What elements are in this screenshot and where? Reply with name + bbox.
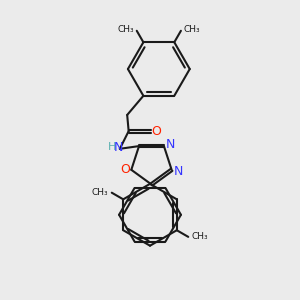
Text: N: N (114, 141, 123, 154)
Text: O: O (151, 124, 161, 138)
Text: CH₃: CH₃ (184, 25, 200, 34)
Text: CH₃: CH₃ (117, 25, 134, 34)
Text: CH₃: CH₃ (92, 188, 108, 197)
Text: CH₃: CH₃ (192, 232, 208, 242)
Text: H: H (108, 142, 117, 152)
Text: N: N (166, 138, 175, 151)
Text: O: O (120, 163, 130, 176)
Text: N: N (173, 165, 183, 178)
